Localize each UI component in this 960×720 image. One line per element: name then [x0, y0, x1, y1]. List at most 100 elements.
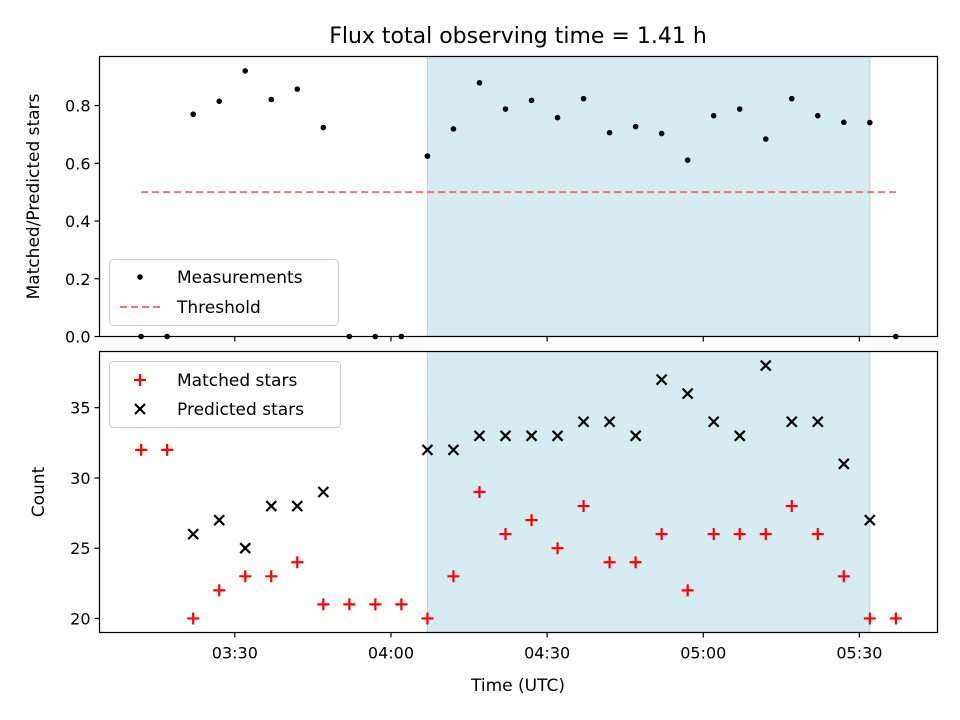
matched-star-point	[499, 528, 512, 541]
predicted-star-point	[265, 500, 278, 512]
predicted-star-point	[421, 444, 434, 456]
top-x-ticks	[234, 336, 861, 342]
predicted-star-point	[317, 486, 330, 498]
matched-star-point	[681, 584, 694, 597]
y-tick-label: 25	[70, 539, 90, 558]
predicted-star-point	[239, 542, 252, 554]
predicted-star-point	[838, 458, 850, 470]
measurement-point	[190, 111, 196, 118]
predicted-star-point	[473, 430, 486, 442]
predicted-star-point	[785, 415, 798, 428]
matched-star-point	[161, 443, 174, 456]
chart-title: Flux total observing time = 1.41 h	[329, 24, 707, 49]
matched-star-point	[239, 570, 252, 583]
top-axes-frame	[98, 55, 939, 338]
matched-star-point	[733, 528, 746, 541]
predicted-star-point	[655, 373, 668, 386]
y-tick-label: 35	[70, 399, 90, 418]
y-tick-label: 20	[70, 609, 90, 628]
matched-star-point	[187, 612, 200, 625]
bottom-panel: 20 25 30 35 03:30 04:00 04:30 05:00 05:30 Count…	[29, 350, 939, 696]
measurement-point	[606, 129, 613, 136]
y-tick-label: 0.4	[65, 212, 90, 231]
measurement-point	[528, 97, 535, 104]
predicted-star-point	[864, 514, 876, 526]
x-tick-label: 03:30	[212, 644, 258, 663]
top-y-axis-label: Matched/Predicted stars	[24, 93, 44, 299]
measurement-point	[762, 136, 769, 142]
measurement-points	[138, 68, 899, 340]
measurement-point	[658, 130, 665, 137]
top-shaded-region	[426, 56, 871, 337]
predicted-star-point	[525, 430, 538, 442]
matched-star-point	[447, 570, 460, 583]
legend-predicted-label: Predicted stars	[177, 400, 304, 420]
bottom-y-axis-label: Count	[29, 466, 49, 517]
matched-star-point	[577, 500, 590, 513]
matched-star-point	[707, 528, 720, 541]
measurement-point	[710, 112, 717, 119]
matched-star-point	[811, 528, 824, 541]
matched-star-point	[213, 584, 226, 597]
matched-star-point	[135, 443, 148, 456]
matched-star-point	[603, 556, 616, 569]
predicted-star-point	[187, 528, 199, 540]
matched-star-point	[395, 598, 408, 611]
measurement-point	[684, 157, 691, 163]
measurement-point	[294, 86, 301, 92]
legend-predicted-marker	[134, 403, 146, 415]
matched-star-point	[889, 612, 902, 625]
matched-star-point	[473, 486, 486, 498]
top-panel: 0.00.20.40.60.8 Matched/Predicted stars …	[24, 55, 939, 347]
measurement-point	[242, 68, 249, 74]
matched-star-point	[369, 598, 382, 611]
matched-star-point	[551, 542, 564, 555]
measurement-point	[736, 106, 743, 112]
x-axis-label: Time (UTC)	[470, 676, 565, 696]
predicted-star-point	[812, 415, 824, 428]
measurement-point	[320, 124, 327, 131]
matched-star-point	[837, 570, 850, 583]
matched-star-point	[317, 598, 330, 611]
measurement-point	[841, 119, 847, 126]
bottom-shaded-region	[426, 351, 871, 633]
matched-star-point	[629, 556, 642, 569]
top-legend-box	[109, 259, 339, 326]
predicted-star-point	[733, 430, 746, 442]
y-tick-label: 30	[70, 469, 90, 488]
bottom-legend: Matched stars Predicted stars	[109, 361, 341, 428]
matched-star-point	[785, 500, 798, 513]
matched-star-point	[265, 570, 278, 583]
measurement-point	[788, 95, 795, 102]
top-y-ticks: 0.0 0.2 0.4 0.6 0.8	[65, 97, 100, 347]
x-tick-label: 05:30	[836, 644, 882, 663]
predicted-star-point	[629, 430, 642, 442]
legend-measurements-label: Measurements	[177, 268, 303, 288]
predicted-star-point	[707, 415, 720, 428]
matched-star-point	[421, 612, 434, 625]
bottom-x-ticks: 03:30 04:00 04:30 05:00 05:30	[212, 632, 882, 663]
measurement-point	[580, 95, 587, 102]
measurement-point	[268, 96, 275, 103]
predicted-star-point	[447, 444, 460, 456]
bottom-legend-box	[109, 361, 341, 428]
y-tick-label: 0.8	[65, 97, 90, 116]
measurement-point	[450, 126, 457, 132]
top-legend: Measurements Threshold	[109, 259, 339, 326]
legend-matched-marker	[134, 374, 146, 386]
predicted-star-point	[681, 387, 694, 400]
predicted-star-point	[499, 430, 512, 442]
predicted-star-point	[577, 415, 590, 428]
predicted-star-point	[551, 430, 564, 442]
predicted-star-point	[291, 500, 304, 512]
measurement-point	[867, 119, 873, 126]
bottom-axes-frame	[98, 350, 939, 634]
y-tick-label: 0.2	[65, 270, 90, 289]
measurement-point	[814, 112, 821, 119]
predicted-star-point	[213, 514, 225, 526]
legend-measurements-marker	[137, 274, 143, 280]
matched-star-point	[863, 612, 876, 625]
legend-matched-label: Matched stars	[177, 371, 297, 391]
measurement-point	[476, 79, 483, 86]
